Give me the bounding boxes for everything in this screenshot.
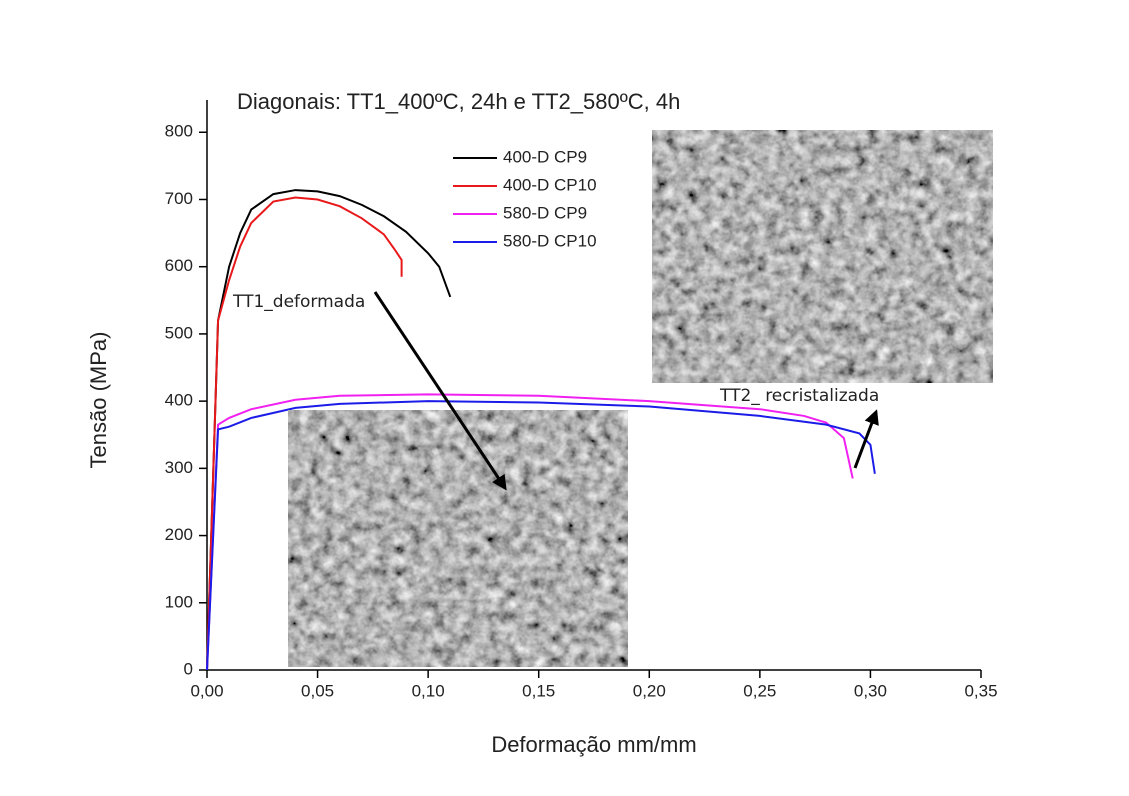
x-tick-label: 0,25 [743, 681, 776, 700]
annotation: TT1_deformada [232, 292, 365, 312]
y-tick-label: 600 [165, 256, 193, 275]
y-tick-label: 700 [165, 189, 193, 208]
series-line [206, 393, 854, 671]
x-tick-label: 0,05 [301, 681, 334, 700]
y-tick-label: 800 [165, 122, 193, 141]
y-axis-label: Tensão (MPa) [86, 332, 111, 469]
y-tick-label: 0 [184, 659, 193, 678]
y-tick-label: 300 [165, 458, 193, 477]
y-tick-label: 500 [165, 323, 193, 342]
legend-label: 580-D CP9 [503, 203, 587, 222]
x-tick-label: 0,10 [412, 681, 445, 700]
series-line [206, 196, 403, 671]
x-tick-label: 0,35 [964, 681, 997, 700]
annotation: TT2_ recristalizada [719, 386, 879, 406]
chart-title: Diagonais: TT1_400ºC, 24h e TT2_580ºC, 4… [237, 89, 680, 114]
arrow [853, 409, 879, 469]
y-tick-label: 400 [165, 391, 193, 410]
x-tick-label: 0,00 [190, 681, 223, 700]
y-tick-label: 200 [165, 525, 193, 544]
series-line [206, 400, 876, 671]
x-axis-label: Deformação mm/mm [491, 732, 696, 757]
sem-image [288, 410, 628, 667]
y-tick-label: 100 [165, 592, 193, 611]
x-tick-label: 0,20 [633, 681, 666, 700]
legend-label: 400-D CP9 [503, 147, 587, 166]
x-tick-label: 0,15 [522, 681, 555, 700]
x-tick-label: 0,30 [854, 681, 887, 700]
legend-label: 580-D CP10 [503, 231, 597, 250]
series-line [206, 189, 452, 671]
arrow [373, 291, 507, 491]
sem-image [652, 130, 993, 383]
plot-area: 0 100 200 300 400 500 600 700 800 0,00 0,05 0,10 0,1… [165, 100, 998, 700]
legend-label: 400-D CP10 [503, 175, 597, 194]
